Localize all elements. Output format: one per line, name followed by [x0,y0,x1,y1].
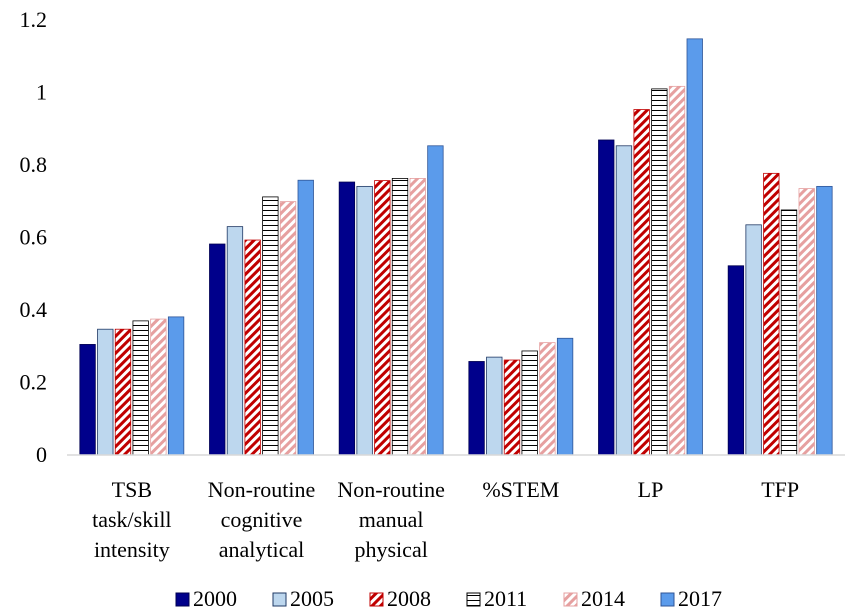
y-tick-label: 1.2 [20,7,48,32]
bar-2000-5 [727,265,745,456]
bar-2011-5 [780,209,798,456]
bar-2005-5 [745,224,762,456]
bar-2017-3 [556,337,574,456]
x-tick-label: TSB [112,477,152,502]
bar-2008-4 [633,109,650,456]
bar-2011-3 [521,350,538,456]
x-tick-label: LP [638,477,664,502]
y-tick-label: 0.6 [20,225,48,250]
bar-2014-1 [279,201,297,456]
y-tick-label: 0.4 [20,297,48,322]
legend-swatch-2011 [466,592,481,607]
bar-2014-0 [150,318,167,456]
x-tick-label: TFP [761,477,799,502]
legend-swatch-2000 [175,592,190,607]
bar-2011-4 [651,88,668,456]
bar-2014-2 [409,178,426,456]
legend: 2000 2005 2008 2011 2014 2017 [175,586,722,611]
bar-2017-4 [686,38,703,456]
legend-label: 2008 [387,586,431,611]
bar-2008-2 [374,180,391,456]
bar-2000-1 [209,243,226,456]
legend-swatch-2005 [272,592,287,607]
legend-label: 2011 [484,586,527,611]
x-tick-label: task/skill [92,507,171,532]
legend-label: 2014 [581,586,625,611]
x-tick-label: manual [359,507,424,532]
bar-2005-3 [486,356,503,456]
bar-2014-4 [668,85,686,456]
legend-label: 2017 [678,586,722,611]
bar-2005-4 [615,145,633,456]
legend-swatch-2017 [660,592,675,607]
legend-label: 2000 [193,586,237,611]
plot-area [79,38,833,456]
bar-2008-3 [503,359,521,456]
bar-2011-1 [262,196,279,456]
bar-2017-2 [427,145,444,456]
bar-2017-0 [167,316,185,456]
x-tick-label: intensity [94,537,170,562]
bar-2008-5 [763,172,780,456]
x-tick-label: %STEM [482,477,559,502]
bar-2011-2 [391,178,409,456]
bar-2000-2 [338,181,356,456]
x-tick-label: physical [355,537,428,562]
x-tick-label: Non-routine [208,477,316,502]
bar-2005-2 [356,185,373,456]
bar-2014-3 [539,342,556,456]
bar-2000-0 [79,344,96,456]
bar-2000-3 [468,361,485,456]
x-tick-label: Non-routine [337,477,445,502]
bar-2005-0 [97,328,114,456]
y-tick-label: 0.8 [20,152,48,177]
x-tick-label: cognitive [221,507,303,532]
y-tick-label: 1 [36,80,47,105]
bar-2000-4 [598,139,615,456]
x-axis: TSB task/skill intensity Non-routine cogniti… [67,454,845,562]
bar-2008-0 [114,328,132,456]
y-tick-label: 0 [36,442,47,467]
y-axis: 0 0.2 0.4 0.6 0.8 1 1.2 [20,7,48,467]
bar-2005-1 [226,226,244,456]
bar-2017-1 [297,179,314,456]
legend-swatch-2014 [563,592,578,607]
bar-2008-1 [244,239,261,456]
bar-2014-5 [798,188,815,456]
legend-swatch-2008 [369,592,384,607]
legend-label: 2005 [290,586,334,611]
y-tick-label: 0.2 [20,370,48,395]
bar-2011-0 [132,320,149,456]
x-tick-label: analytical [219,537,305,562]
bar-2017-5 [816,185,833,456]
